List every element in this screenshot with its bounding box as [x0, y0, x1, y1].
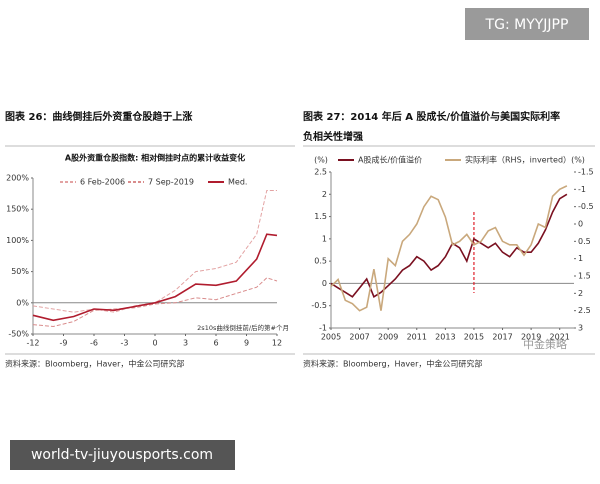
chart-subtitle: A股外资重仓股指数: 相对倒挂时点的累计收益变化	[65, 153, 245, 163]
legend-label: 实际利率（RHS，inverted）	[465, 155, 571, 165]
legend-label: 7 Sep-2019	[148, 178, 194, 187]
y-tick-label: 150%	[6, 205, 29, 214]
legend-label: Med.	[228, 178, 247, 187]
x-axis-label: 2s10s曲线倒挂前/后的第#个月	[197, 323, 289, 332]
y-tick-label: -50%	[8, 330, 29, 339]
right-source: 资料来源：Bloomberg，Haver，中金公司研究部	[303, 359, 482, 369]
x-tick-label: 2021	[550, 333, 570, 342]
tg-box	[465, 8, 589, 40]
y2-tick-label: 2	[578, 289, 583, 298]
x-tick-label: 2013	[435, 333, 455, 342]
overlay-text: world-tv-jiuyousports.com	[31, 447, 213, 463]
x-tick-label: -9	[60, 339, 68, 348]
y2-tick-label: 2.5	[578, 306, 591, 315]
series-line	[32, 277, 278, 328]
logo-watermark: 中金策略	[523, 337, 567, 351]
y-tick-label: 0%	[16, 298, 29, 307]
y-tick-label: -1	[319, 324, 327, 333]
y-axis-label: (%)	[314, 156, 328, 165]
x-tick-label: 2019	[521, 333, 541, 342]
y-tick-label: 0.5	[314, 257, 327, 266]
x-tick-label: 2015	[464, 333, 484, 342]
x-tick-label: 2011	[407, 333, 427, 342]
x-tick-label: 3	[183, 339, 188, 348]
y2-tick-label: 3	[578, 324, 583, 333]
y-tick-label: 2.5	[314, 168, 327, 177]
y-tick-label: 0	[322, 279, 327, 288]
y2-tick-label: 0	[578, 220, 583, 229]
y2-tick-label: -1.5	[578, 168, 594, 177]
x-tick-label: -6	[90, 339, 98, 348]
x-tick-label: -12	[26, 339, 39, 348]
y-tick-label: 50%	[11, 267, 29, 276]
x-tick-label: 12	[272, 339, 282, 348]
tg-text: TG: MYYJJPP	[485, 17, 569, 33]
series-line	[32, 233, 278, 322]
y-tick-label: 100%	[6, 236, 29, 245]
overlay-box	[10, 440, 235, 470]
legend-label: 6 Feb-2006	[80, 178, 125, 187]
y-tick-label: 200%	[6, 174, 29, 183]
x-tick-label: 2007	[349, 333, 369, 342]
y2-tick-label: -1	[578, 185, 586, 194]
right-title: 负相关性增强	[303, 130, 363, 143]
x-tick-label: 2005	[321, 333, 341, 342]
y2-axis-label: (%)	[571, 156, 585, 165]
x-tick-label: 2009	[378, 333, 398, 342]
x-tick-label: 9	[244, 339, 249, 348]
legend-label: A股成长/价值溢价	[358, 155, 422, 165]
right-title: 图表 27：2014 年后 A 股成长/价值溢价与美国实际利率	[303, 110, 560, 123]
y-tick-label: 1.5	[314, 212, 327, 221]
y-tick-label: 2	[322, 190, 327, 199]
y-tick-label: 1	[322, 234, 327, 243]
y2-tick-label: -0.5	[578, 202, 594, 211]
x-tick-label: 2017	[492, 333, 512, 342]
y2-tick-label: 1	[578, 254, 583, 263]
y-tick-label: -0.5	[311, 301, 327, 310]
left-source: 资料来源：Bloomberg，Haver，中金公司研究部	[5, 359, 184, 369]
series-line	[32, 190, 277, 313]
y2-tick-label: 0.5	[578, 237, 591, 246]
series-line	[330, 185, 568, 312]
x-tick-label: 0	[152, 339, 157, 348]
x-tick-label: 6	[213, 339, 218, 348]
x-tick-label: -3	[121, 339, 129, 348]
y2-tick-label: 1.5	[578, 272, 591, 281]
left-title: 图表 26：曲线倒挂后外资重仓股趋于上涨	[5, 110, 192, 123]
